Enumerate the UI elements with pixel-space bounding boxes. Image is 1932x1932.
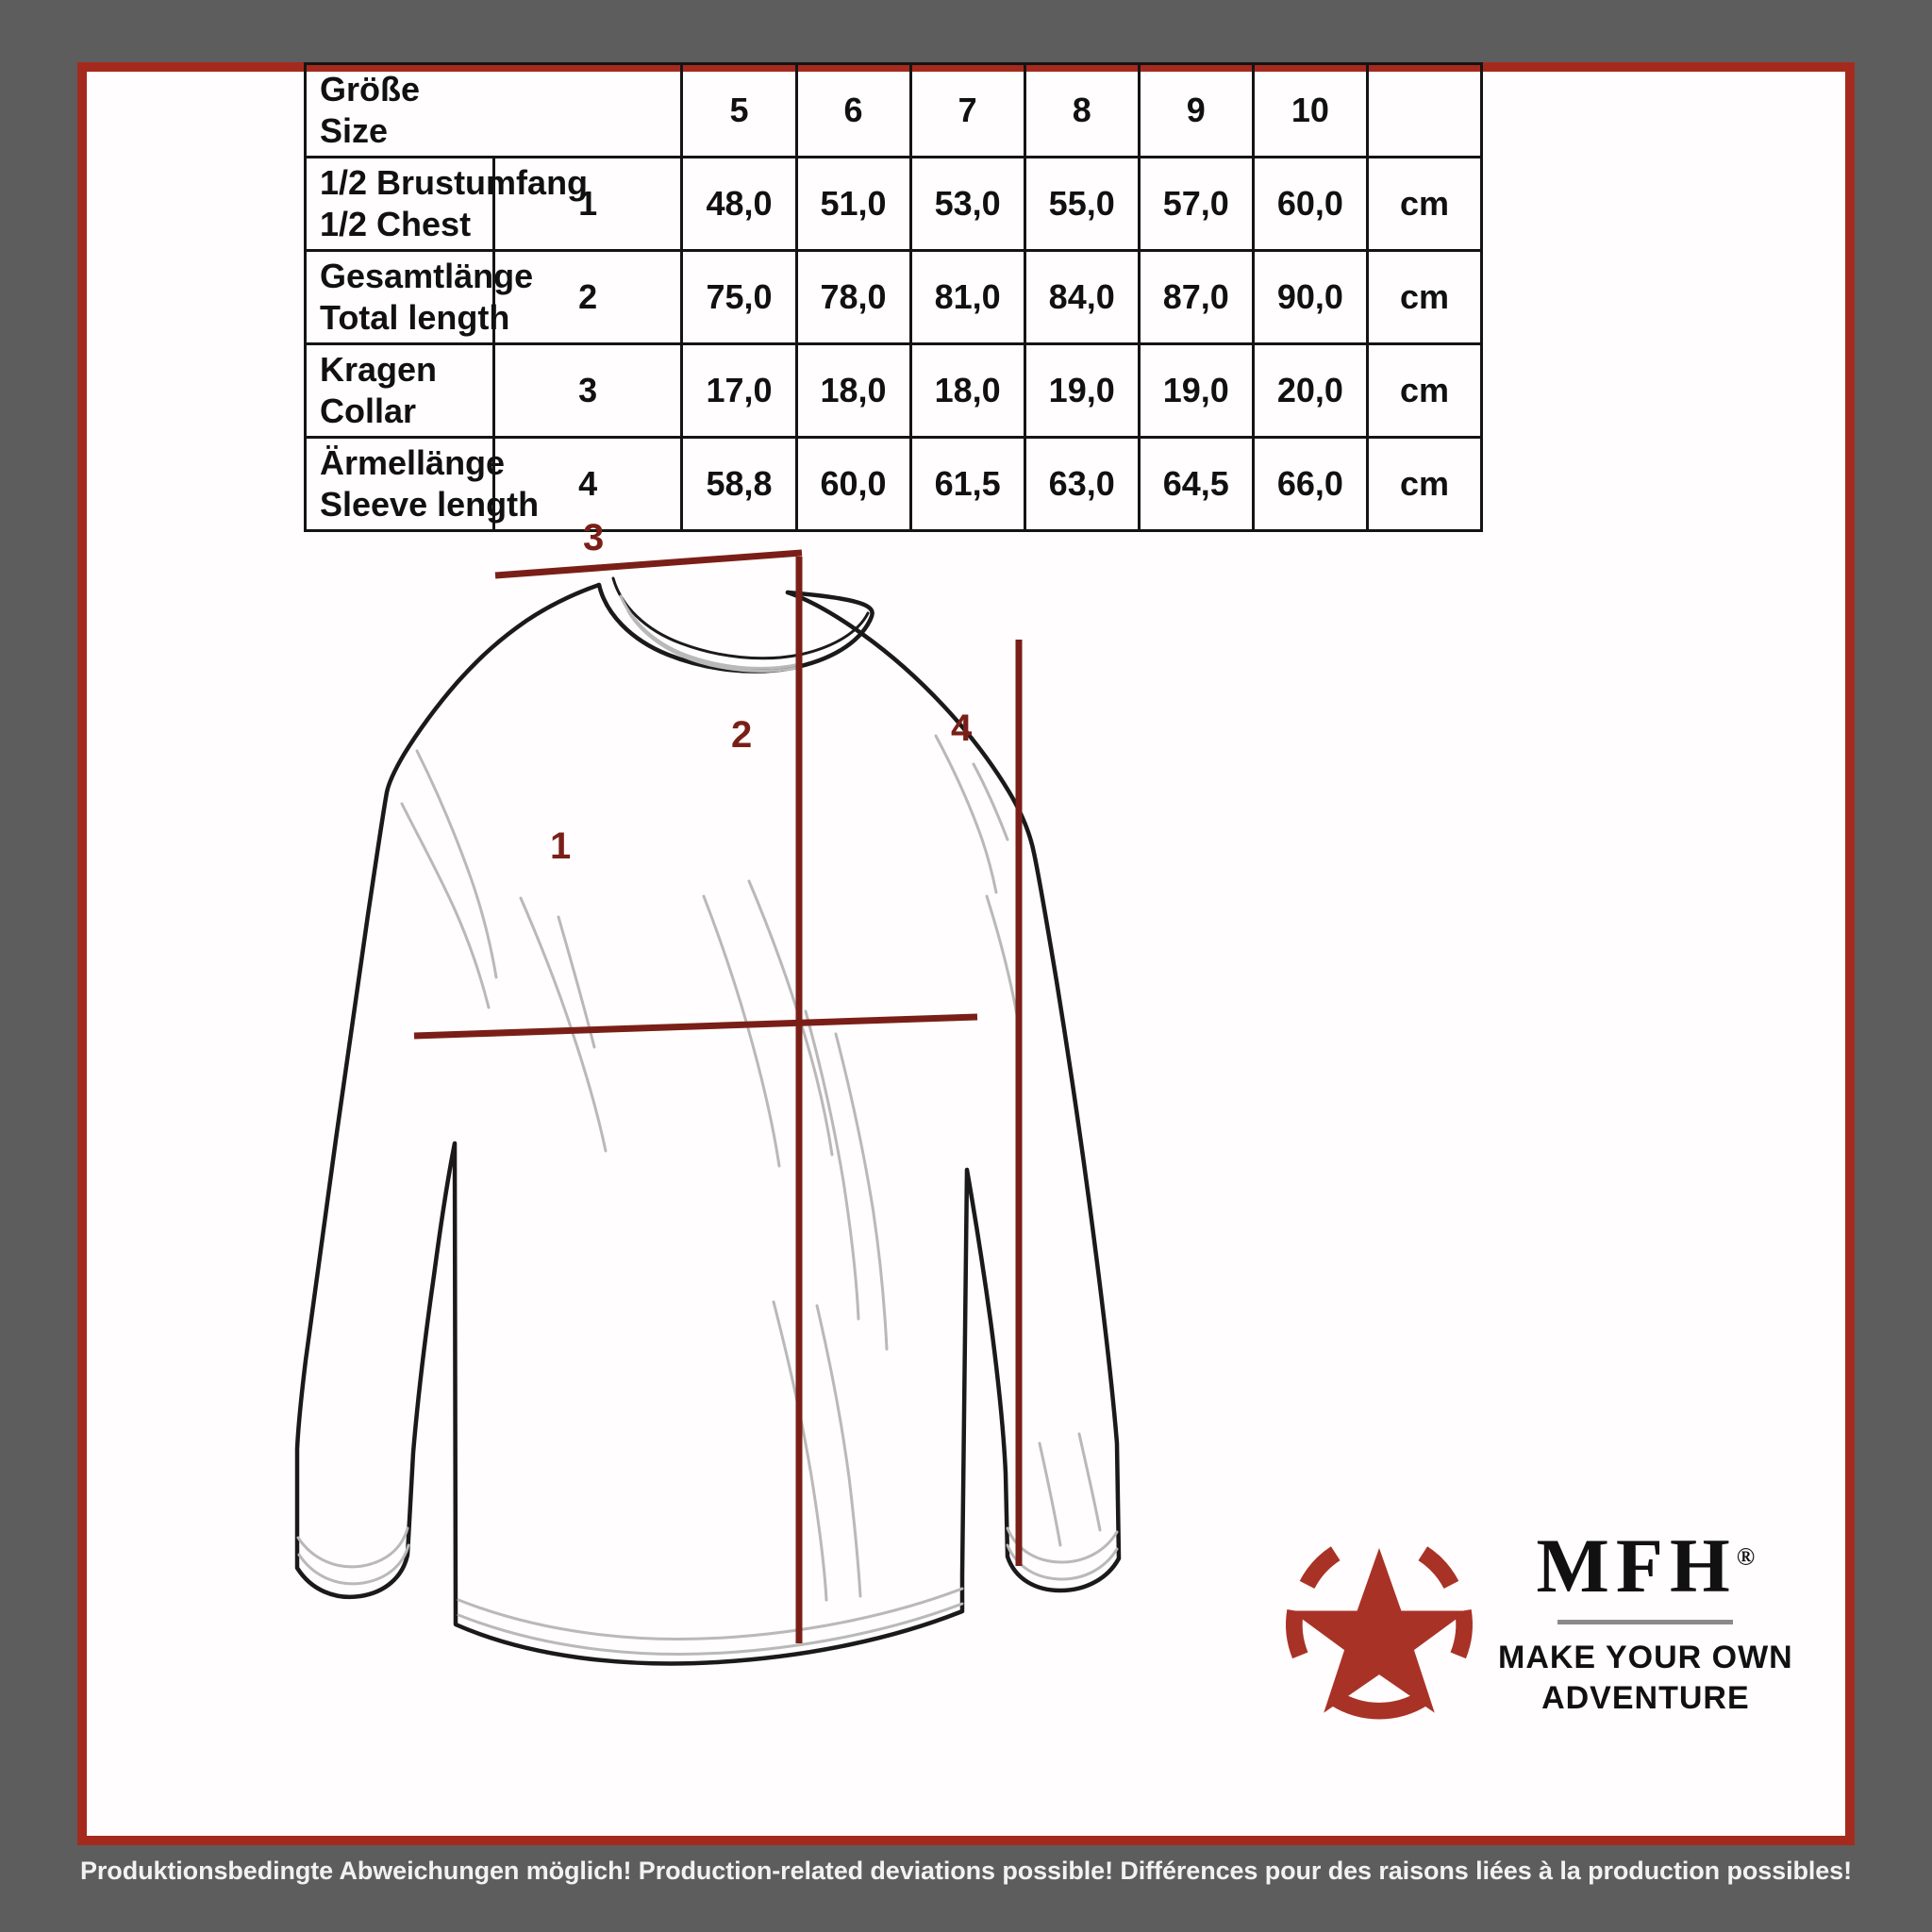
mfh-logo-text: MFH® MAKE YOUR OWN ADVENTURE bbox=[1498, 1527, 1793, 1718]
measurement-number-total-length: 2 bbox=[731, 714, 753, 756]
measurement-number-sleeve-length: 4 bbox=[951, 708, 973, 749]
table-header-label: Größe Size bbox=[303, 62, 684, 158]
row-label-de: 1/2 Brustumfang bbox=[320, 163, 589, 203]
table-header-row: Größe Size 5 6 7 8 9 10 bbox=[303, 62, 1484, 158]
mfh-brand-word: MFH bbox=[1536, 1523, 1737, 1608]
longsleeve-shirt-diagram bbox=[170, 453, 1283, 1679]
size-header-10: 10 bbox=[1251, 62, 1369, 158]
row-label-en: Collar bbox=[320, 391, 417, 430]
cell-chest-8: 55,0 bbox=[1023, 156, 1141, 252]
cell-total-length-6: 78,0 bbox=[794, 249, 912, 345]
shirt-outline-group bbox=[294, 576, 1122, 1666]
cell-total-length-7: 81,0 bbox=[908, 249, 1026, 345]
table-row: 1/2 Brustumfang 1/2 Chest 1 48,0 51,0 53… bbox=[304, 156, 1484, 252]
cell-total-length-10: 90,0 bbox=[1251, 249, 1369, 345]
registered-trademark-icon: ® bbox=[1736, 1542, 1756, 1571]
size-header-8: 8 bbox=[1023, 62, 1141, 158]
cell-total-length-8: 84,0 bbox=[1023, 249, 1141, 345]
logo-tagline-line2: ADVENTURE bbox=[1541, 1679, 1750, 1716]
row-label-collar: Kragen Collar bbox=[304, 342, 495, 439]
header-label-en: Size bbox=[320, 111, 389, 150]
logo-tagline-line1: MAKE YOUR OWN bbox=[1498, 1640, 1793, 1675]
measurement-number-collar: 3 bbox=[583, 517, 605, 558]
shirt-fold-lines bbox=[296, 594, 1119, 1656]
row-label-en: Total length bbox=[320, 298, 510, 337]
cell-collar-10: 20,0 bbox=[1251, 342, 1369, 439]
row-label-de: Ärmellänge bbox=[320, 443, 506, 483]
cell-chest-5: 48,0 bbox=[680, 156, 798, 252]
mfh-logo: MFH® MAKE YOUR OWN ADVENTURE bbox=[1281, 1495, 1792, 1750]
cell-total-length-9: 87,0 bbox=[1137, 249, 1255, 345]
table-row: Kragen Collar 3 17,0 18,0 18,0 19,0 19,0… bbox=[304, 342, 1484, 439]
star-shape bbox=[1291, 1547, 1468, 1713]
table-row: Gesamtlänge Total length 2 75,0 78,0 81,… bbox=[304, 249, 1484, 345]
row-index-collar: 3 bbox=[491, 342, 684, 439]
mfh-brand-name: MFH® bbox=[1537, 1527, 1756, 1605]
cell-chest-6: 51,0 bbox=[794, 156, 912, 252]
cell-collar-unit: cm bbox=[1365, 342, 1484, 439]
cell-collar-6: 18,0 bbox=[794, 342, 912, 439]
header-label-de: Größe bbox=[320, 70, 421, 109]
row-label-en: 1/2 Chest bbox=[320, 205, 472, 243]
cell-sleeve-length-7: 61,5 bbox=[908, 436, 1026, 532]
cell-chest-unit: cm bbox=[1365, 156, 1484, 252]
measurement-line-collar bbox=[494, 549, 803, 579]
row-index-total-length: 2 bbox=[491, 249, 684, 345]
cell-total-length-unit: cm bbox=[1365, 249, 1484, 345]
shirt-illustration-svg bbox=[294, 549, 1122, 1666]
logo-divider bbox=[1557, 1620, 1734, 1624]
cell-sleeve-length-9: 64,5 bbox=[1137, 436, 1255, 532]
row-label-chest: 1/2 Brustumfang 1/2 Chest bbox=[304, 156, 589, 252]
row-label-de: Kragen bbox=[320, 350, 438, 390]
measurement-number-chest: 1 bbox=[550, 825, 572, 867]
size-header-5: 5 bbox=[680, 62, 798, 158]
measurement-lines bbox=[413, 549, 1023, 1643]
shirt-body-outline bbox=[294, 582, 1122, 1666]
cell-sleeve-length-6: 60,0 bbox=[794, 436, 912, 532]
size-table: Größe Size 5 6 7 8 9 10 1/2 Brustumfang … bbox=[303, 62, 1484, 532]
cell-collar-8: 19,0 bbox=[1023, 342, 1141, 439]
footer-disclaimer: Produktionsbedingte Abweichungen möglich… bbox=[79, 1857, 1852, 1885]
unit-header-cell bbox=[1365, 62, 1484, 158]
cell-total-length-5: 75,0 bbox=[680, 249, 798, 345]
cell-collar-9: 19,0 bbox=[1137, 342, 1255, 439]
row-label-total-length: Gesamtlänge Total length bbox=[304, 249, 534, 345]
cell-chest-10: 60,0 bbox=[1251, 156, 1369, 252]
cell-chest-9: 57,0 bbox=[1137, 156, 1255, 252]
row-index-sleeve-length: 4 bbox=[491, 436, 684, 532]
row-label-de: Gesamtlänge bbox=[320, 257, 534, 296]
cell-collar-5: 17,0 bbox=[680, 342, 798, 439]
size-header-6: 6 bbox=[794, 62, 912, 158]
collar-inner bbox=[611, 576, 870, 660]
cell-collar-7: 18,0 bbox=[908, 342, 1026, 439]
table-row: Ärmellänge Sleeve length 4 58,8 60,0 61,… bbox=[304, 436, 1484, 532]
cell-sleeve-length-5: 58,8 bbox=[680, 436, 798, 532]
row-index-chest: 1 bbox=[491, 156, 684, 252]
cell-sleeve-length-10: 66,0 bbox=[1251, 436, 1369, 532]
cell-sleeve-length-unit: cm bbox=[1365, 436, 1484, 532]
cell-sleeve-length-8: 63,0 bbox=[1023, 436, 1141, 532]
star-in-circle-icon bbox=[1286, 1546, 1473, 1720]
measurement-line-chest bbox=[413, 1013, 978, 1040]
size-header-9: 9 bbox=[1137, 62, 1255, 158]
size-header-7: 7 bbox=[908, 62, 1026, 158]
cell-chest-7: 53,0 bbox=[908, 156, 1026, 252]
